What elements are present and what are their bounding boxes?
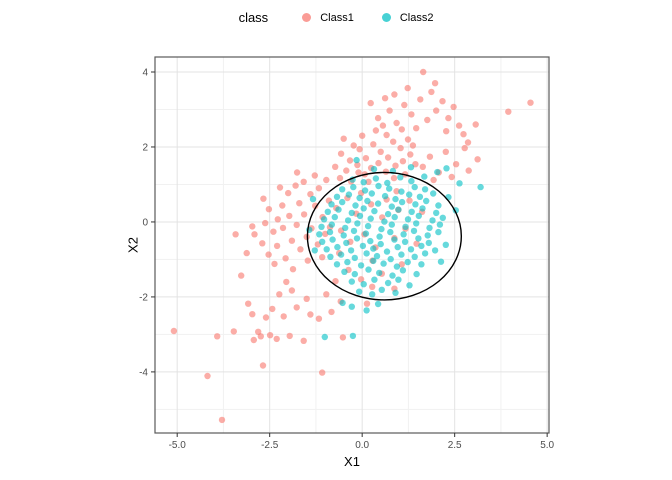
points-class2: [306, 156, 484, 341]
y-tick-label: 4: [142, 67, 148, 78]
x-axis-title: X1: [344, 454, 360, 469]
class2-ellipse: [306, 171, 463, 301]
y-tick-label: -2: [139, 292, 148, 303]
legend-title: class: [238, 10, 269, 25]
legend-item-class1: Class1: [302, 12, 354, 24]
x-tick-label: -5.0: [169, 440, 187, 451]
y-tick-label: 0: [142, 217, 148, 228]
legend-label-class1: Class1: [320, 11, 354, 24]
y-tick-label: -4: [139, 367, 148, 378]
class2-swatch-icon: [381, 13, 391, 22]
class1-swatch-icon: [302, 13, 312, 22]
legend-item-class2: Class2: [381, 11, 434, 24]
panel-background: [155, 57, 549, 433]
y-axis-title: X2: [125, 237, 141, 253]
x-tick-label: 2.5: [448, 440, 462, 451]
legend: class Class1 Class2: [0, 10, 672, 25]
x-tick-label: 0.0: [355, 440, 369, 451]
x-tick-label: 5.0: [540, 440, 554, 451]
y-tick-label: 2: [142, 142, 148, 153]
x-tick-label: -2.5: [261, 440, 279, 451]
axis-ticks: -5.0 -2.5 0.0 2.5 5.0 -4 -2 0 2 4: [139, 67, 554, 451]
legend-label-class2: Class2: [399, 11, 434, 24]
panel-border: [154, 56, 550, 434]
